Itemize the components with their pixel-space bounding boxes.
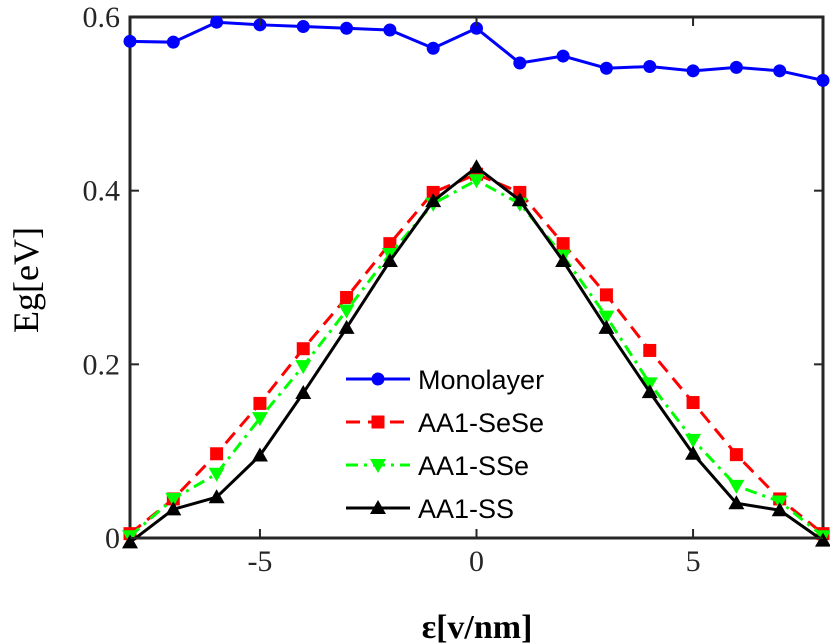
legend-marker [371,372,385,386]
legend-entry: AA1-SeSe [346,408,544,438]
data-point [556,49,570,63]
legend-label: AA1-SSe [418,451,529,481]
legend-entry: Monolayer [346,365,544,395]
x-axis-title: ɛ[v/nm] [422,609,533,644]
data-point [598,319,615,334]
data-point [468,174,485,189]
series-line [129,165,824,544]
data-point [728,495,745,510]
data-point [643,59,657,73]
data-point [511,192,528,207]
series-line [129,178,824,538]
data-point [340,21,354,35]
data-point [251,412,268,427]
data-point [383,23,397,37]
data-point [425,193,442,208]
data-point [338,319,355,334]
data-point [123,34,137,48]
data-point [686,396,700,410]
y-tick-label: 0.2 [83,348,121,381]
data-point [556,237,570,251]
series-layer [122,15,830,549]
data-point [555,253,572,268]
data-point [426,185,440,199]
data-point [208,489,225,504]
legend-entry: AA1-SSe [346,451,529,481]
data-point [641,384,658,399]
data-point [426,41,440,55]
data-point [643,343,657,357]
legend: Monolayer AA1-SeSe AA1-SSe AA1-SS [346,365,544,524]
series-monolayer [123,15,830,87]
data-point [470,21,483,35]
data-point [729,448,743,462]
data-point [771,502,788,517]
legend-marker [371,415,385,429]
data-point [383,237,397,251]
data-point [468,159,485,174]
data-point [340,290,354,304]
legend-marker [370,500,386,514]
y-tick-label: 0.6 [83,1,121,34]
data-point [122,534,138,549]
x-tick-label: 0 [469,545,484,578]
x-tick-label: -5 [247,545,272,578]
data-point [251,447,268,462]
series-aa1-sese [123,167,830,541]
data-point [599,288,613,302]
series-aa1-ss [122,159,830,549]
y-tick-label: 0 [105,522,120,555]
data-point [210,447,224,461]
data-point [165,492,182,507]
data-point [166,35,180,49]
legend-marker [370,459,386,473]
data-point [208,467,225,482]
data-point [296,342,310,356]
data-point [685,445,702,460]
data-point [599,61,613,75]
data-point [296,20,310,34]
ticks-layer: -5 0 5 0 0.2 0.4 0.6 [83,1,823,578]
legend-entry: AA1-SS [346,494,514,524]
data-point [338,304,355,319]
data-point [210,15,224,29]
y-tick-label: 0.4 [83,175,121,208]
legend-label: AA1-SeSe [418,408,544,438]
data-point [381,253,398,268]
data-point [513,56,527,70]
series-line [129,172,824,535]
data-point [253,396,267,410]
legend-label: AA1-SS [418,494,514,524]
data-point [295,360,312,375]
data-point [598,310,615,325]
legend-label: Monolayer [418,365,544,395]
x-tick-label: 5 [686,545,701,578]
data-point [729,60,743,74]
data-point [816,73,830,87]
data-point [686,64,700,78]
data-point [728,479,745,494]
data-point [165,501,182,516]
data-point [295,384,312,399]
y-axis-title: Eg[eV] [6,227,46,333]
data-point [815,532,830,547]
data-point [773,64,787,78]
data-point [685,433,702,448]
